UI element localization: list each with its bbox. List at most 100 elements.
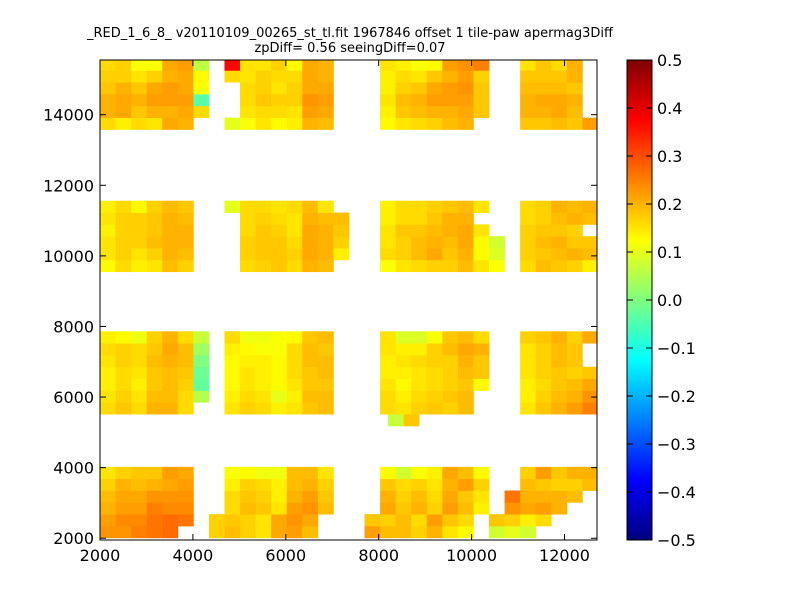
heatmap-cell bbox=[551, 390, 568, 403]
heatmap-cell bbox=[442, 514, 459, 527]
heatmap-cell bbox=[286, 490, 303, 503]
heatmap-cell bbox=[457, 82, 474, 95]
heatmap-cell bbox=[162, 478, 179, 491]
heatmap-cell bbox=[457, 105, 474, 119]
heatmap-cell bbox=[162, 259, 179, 273]
heatmap-cell bbox=[473, 478, 490, 491]
heatmap-cell bbox=[317, 259, 334, 273]
heatmap-cell bbox=[271, 502, 288, 515]
heatmap-cell bbox=[302, 402, 319, 415]
heatmap-cell bbox=[131, 366, 148, 380]
heatmap-cell bbox=[240, 525, 256, 539]
heatmap-cell bbox=[177, 224, 194, 237]
heatmap-cell bbox=[403, 414, 420, 427]
heatmap-cell bbox=[177, 105, 194, 119]
heatmap-cell bbox=[442, 354, 459, 368]
heatmap-cell bbox=[177, 200, 194, 213]
heatmap-cell bbox=[302, 105, 319, 119]
heatmap-cell bbox=[271, 259, 288, 273]
heatmap-cell bbox=[115, 490, 132, 503]
heatmap-cell bbox=[255, 378, 272, 391]
heatmap-cell bbox=[442, 105, 459, 119]
heatmap-cell bbox=[162, 331, 179, 344]
heatmap-cell bbox=[115, 378, 132, 391]
heatmap-cell bbox=[333, 224, 350, 237]
heatmap-cell bbox=[208, 525, 225, 539]
heatmap-cell bbox=[442, 70, 459, 83]
x-tick-label: 2000 bbox=[80, 546, 121, 565]
colorbar-ticks: 0.5 0.4 0.3 0.2 0.1 0.0 −0.1 −0.2 −0.3 −0.4 −0.5 bbox=[627, 51, 696, 550]
heatmap-cell bbox=[115, 331, 132, 344]
heatmap-cell bbox=[271, 200, 288, 213]
heatmap-cell bbox=[551, 331, 568, 344]
heatmap-cell bbox=[240, 402, 256, 415]
heatmap-cell bbox=[380, 478, 397, 491]
heatmap-cell bbox=[535, 402, 552, 415]
heatmap-cell bbox=[302, 354, 319, 368]
heatmap-cell bbox=[146, 466, 163, 480]
heatmap-cell bbox=[442, 82, 459, 95]
heatmap-cell bbox=[100, 259, 116, 273]
heatmap-cell bbox=[520, 502, 537, 515]
heatmap-cell bbox=[302, 514, 319, 527]
heatmap-cell bbox=[317, 212, 334, 225]
heatmap-cell bbox=[146, 525, 163, 539]
heatmap-cell bbox=[131, 82, 148, 95]
heatmap-cell bbox=[489, 248, 505, 261]
heatmap-cell bbox=[162, 490, 179, 503]
heatmap-cell bbox=[380, 70, 397, 83]
heatmap-cell bbox=[271, 525, 288, 539]
heatmap-cell bbox=[162, 525, 179, 539]
heatmap-cell bbox=[426, 331, 443, 344]
heatmap-cell bbox=[520, 402, 537, 415]
heatmap-cell bbox=[317, 402, 334, 415]
heatmap-cell bbox=[535, 490, 552, 503]
heatmap-cell bbox=[457, 93, 474, 107]
heatmap-cell bbox=[411, 354, 428, 368]
heatmap-cell bbox=[131, 390, 148, 403]
heatmap-cell bbox=[286, 212, 303, 225]
heatmap-cell bbox=[255, 105, 272, 119]
heatmap-cell bbox=[255, 354, 272, 368]
heatmap-cell bbox=[255, 224, 272, 237]
heatmap-cell bbox=[255, 200, 272, 213]
heatmap-cell bbox=[100, 70, 116, 83]
heatmap-cell bbox=[582, 390, 598, 403]
heatmap-cell bbox=[224, 354, 241, 368]
heatmap-cell bbox=[100, 490, 116, 503]
heatmap-cell bbox=[395, 224, 412, 237]
heatmap-cell bbox=[255, 236, 272, 249]
heatmap-cell bbox=[582, 331, 598, 344]
heatmap-cell bbox=[582, 466, 598, 480]
heatmap-cell bbox=[271, 343, 288, 356]
heatmap-cell bbox=[162, 390, 179, 403]
heatmap-cell bbox=[442, 466, 459, 480]
heatmap-cell bbox=[162, 402, 179, 415]
colorbar-tick-label: 0.0 bbox=[657, 291, 682, 310]
heatmap-cell bbox=[131, 502, 148, 515]
heatmap-cell bbox=[535, 331, 552, 344]
heatmap-cell bbox=[317, 490, 334, 503]
heatmap-cell bbox=[520, 478, 537, 491]
heatmap-cell bbox=[115, 60, 132, 71]
heatmap-cell bbox=[426, 248, 443, 261]
heatmap-cell bbox=[115, 200, 132, 213]
heatmap-cell bbox=[131, 378, 148, 391]
heatmap-cell bbox=[582, 378, 598, 391]
heatmap-cell bbox=[100, 354, 116, 368]
heatmap-cell bbox=[535, 354, 552, 368]
heatmap-cell bbox=[177, 514, 194, 527]
y-tick-label: 10000 bbox=[43, 247, 94, 266]
heatmap-cell bbox=[146, 248, 163, 261]
heatmap-cell bbox=[520, 343, 537, 356]
heatmap-cell bbox=[146, 478, 163, 491]
heatmap-cell bbox=[473, 236, 490, 249]
heatmap-cell bbox=[177, 466, 194, 480]
heatmap-cell bbox=[551, 490, 568, 503]
heatmap-cell bbox=[535, 343, 552, 356]
heatmap-cell bbox=[473, 60, 490, 71]
x-tick-label: 4000 bbox=[173, 546, 214, 565]
heatmap-cell bbox=[177, 490, 194, 503]
heatmap-cell bbox=[224, 343, 241, 356]
heatmap-cell bbox=[566, 466, 583, 480]
